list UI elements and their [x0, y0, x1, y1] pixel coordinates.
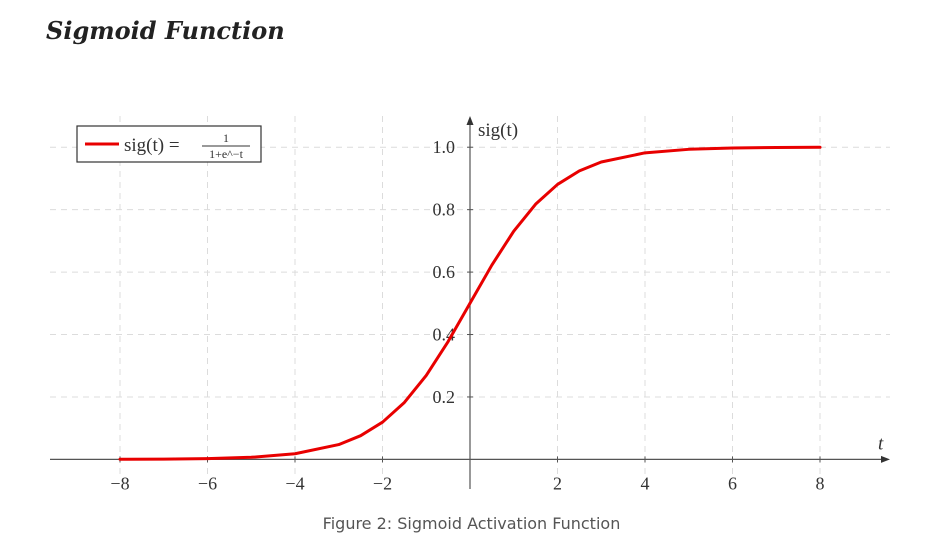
page-title: Sigmoid Function: [46, 16, 285, 45]
legend-label: sig(t) =: [124, 135, 180, 156]
x-tick-label: −8: [110, 473, 129, 493]
y-axis-label: sig(t): [478, 120, 518, 141]
y-tick-label: 0.8: [433, 200, 456, 220]
y-tick-label: 1.0: [433, 137, 456, 157]
y-tick-label: 0.2: [433, 387, 456, 407]
x-tick-label: −6: [198, 473, 217, 493]
sigmoid-chart: t sig(t) −8 −6 −4 −2 2 4 6 80.20.40.60.81.0 sig…: [50, 116, 890, 493]
figure-caption: Figure 2: Sigmoid Activation Function: [322, 514, 621, 533]
x-axis-arrowhead: [881, 455, 890, 463]
legend-fraction-numerator: 1: [223, 131, 229, 145]
x-tick-label: 8: [816, 473, 825, 493]
x-axis-label: t: [878, 433, 884, 454]
y-tick-label: 0.6: [433, 262, 456, 282]
x-tick-label: 6: [728, 473, 737, 493]
x-tick-label: −4: [285, 473, 304, 493]
series-layer: [118, 145, 822, 461]
y-axis-arrowhead: [466, 116, 474, 125]
x-tick-label: −2: [373, 473, 392, 493]
x-tick-label: 2: [553, 473, 562, 493]
x-tick-label: 4: [641, 473, 650, 493]
series-line-sigmoid: [118, 145, 822, 461]
legend-fraction-denominator: 1+e^−t: [209, 147, 243, 161]
tick-labels: −8 −6 −4 −2 2 4 6 80.20.40.60.81.0: [110, 137, 824, 493]
legend: sig(t) = 1 1+e^−t: [76, 125, 262, 163]
